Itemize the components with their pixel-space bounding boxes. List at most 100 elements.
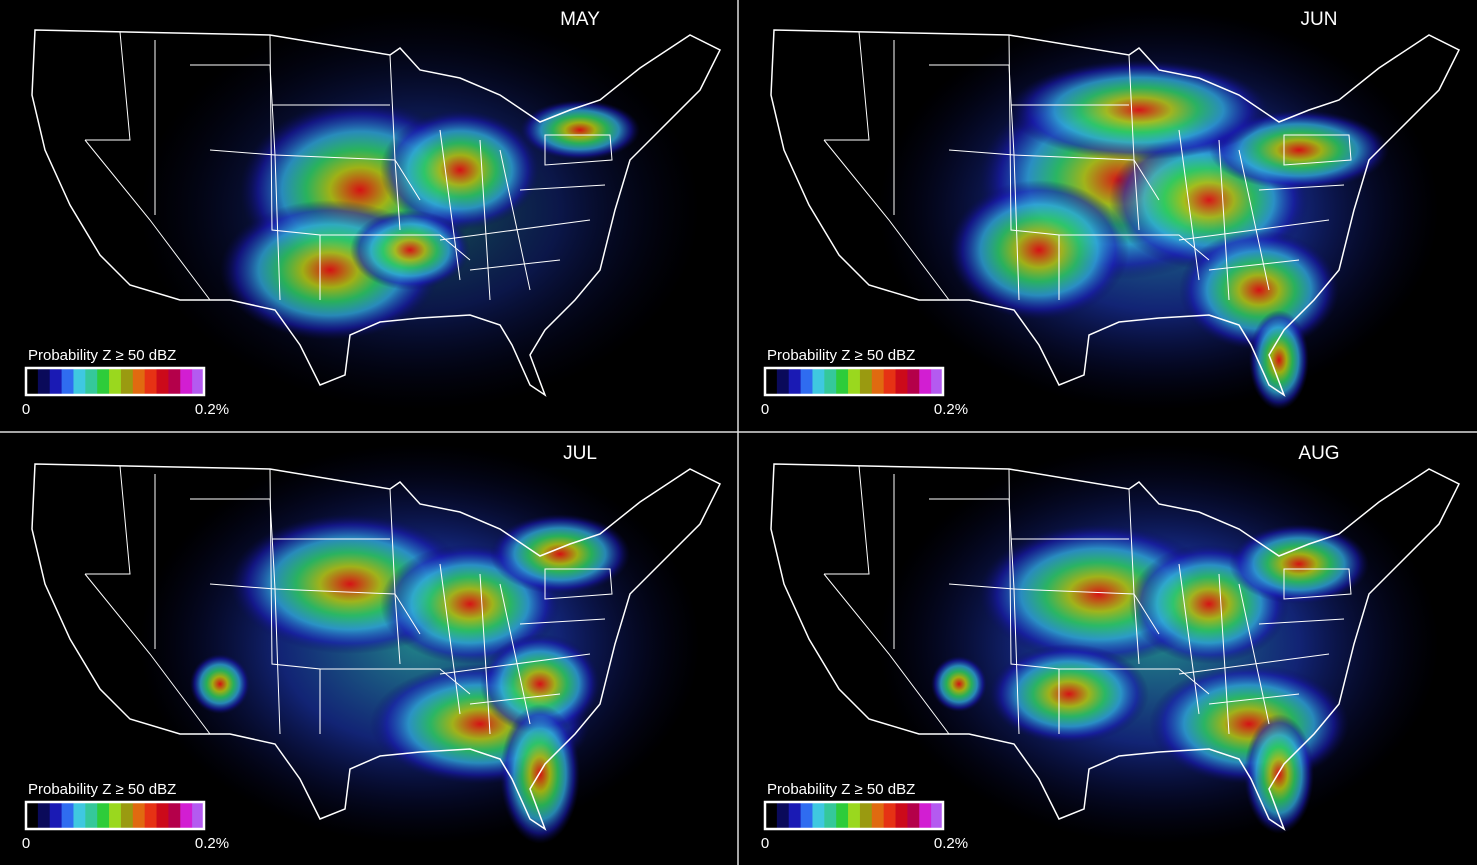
state-border [439, 129, 461, 281]
legend-swatch [883, 368, 897, 395]
legend-swatch [800, 802, 813, 829]
legend-max: 0.2% [195, 835, 229, 852]
legend-title: Probability Z ≥ 50 dBZ [767, 781, 915, 798]
map-content [770, 10, 1461, 410]
legend-swatch [765, 368, 778, 395]
state-border [824, 465, 870, 575]
legend-swatch [144, 802, 158, 829]
legend-swatch [49, 368, 63, 395]
heat-blob [520, 100, 640, 160]
state-border [1178, 219, 1330, 241]
legend-swatch [800, 368, 813, 395]
legend-min: 0 [761, 835, 769, 852]
state-border [1208, 693, 1300, 705]
legend-swatch [61, 802, 74, 829]
state-border [1008, 34, 1060, 300]
legend-swatch [824, 368, 837, 395]
legend-title: Probability Z ≥ 50 dBZ [28, 347, 176, 364]
state-border [1258, 618, 1345, 625]
state-border [544, 134, 613, 166]
legend-swatch [37, 802, 51, 829]
state-border [1178, 653, 1330, 675]
legend-swatch [132, 368, 146, 395]
legend-swatch [871, 802, 885, 829]
heat-blob [500, 704, 580, 844]
state-border [519, 618, 606, 625]
heat-blob [931, 656, 987, 712]
state-border [823, 139, 950, 301]
legend-swatch [812, 802, 825, 829]
legend-min: 0 [22, 835, 30, 852]
state-border [389, 54, 401, 231]
legend-swatch [859, 368, 873, 395]
map-panel: JUN Probability Z ≥ 50 dBZ 0 0.2% [761, 9, 1461, 418]
legend-swatch [895, 368, 908, 395]
state-border [1059, 668, 1210, 695]
legend-swatch [776, 368, 790, 395]
state-border [1218, 139, 1230, 301]
legend-swatch [788, 802, 802, 829]
state-border [84, 573, 211, 735]
legend-swatch [776, 802, 790, 829]
heat-blob [1249, 310, 1309, 410]
state-border [320, 234, 471, 261]
heat-blob [480, 634, 600, 734]
legend-swatch [73, 368, 86, 395]
panel-title: AUG [1298, 443, 1339, 464]
state-border [1128, 54, 1140, 231]
legend-frame [24, 366, 206, 397]
state-border [1238, 149, 1270, 291]
legend-swatch [788, 368, 802, 395]
state-border [1283, 568, 1352, 600]
legend-swatch [49, 802, 63, 829]
heat-blob [190, 654, 250, 714]
legend-swatch [919, 802, 932, 829]
legend-swatch [765, 802, 778, 829]
legend-swatch [848, 802, 861, 829]
legend-frame [763, 366, 945, 397]
legend-swatch [168, 802, 181, 829]
state-border [1178, 563, 1200, 715]
legend-title: Probability Z ≥ 50 dBZ [28, 781, 176, 798]
state-border [439, 653, 591, 675]
state-border [1059, 234, 1210, 261]
us-outline [31, 463, 722, 831]
state-border [469, 259, 561, 271]
legend-frame [763, 800, 945, 831]
state-border [85, 465, 131, 575]
legend-swatch [192, 802, 205, 829]
legend-swatch [97, 368, 110, 395]
state-border [1128, 488, 1140, 665]
legend-frame [24, 800, 206, 831]
us-outline [770, 463, 1461, 831]
state-border [439, 219, 591, 241]
map-panel: AUG Probability Z ≥ 50 dBZ 0 0.2% [761, 443, 1461, 852]
legend-min: 0 [761, 401, 769, 418]
legend-max: 0.2% [195, 401, 229, 418]
state-border [320, 668, 471, 695]
state-border [499, 149, 531, 291]
legend-swatch [883, 802, 897, 829]
legend-swatch [931, 802, 944, 829]
legend-swatch [895, 802, 908, 829]
state-border [479, 573, 491, 735]
legend-swatch [109, 368, 122, 395]
state-border [1258, 184, 1345, 191]
legend-swatch [97, 802, 110, 829]
state-border [469, 693, 561, 705]
heat-blob [989, 644, 1149, 744]
panel-title: MAY [560, 9, 600, 30]
state-border [85, 31, 131, 141]
heat-blob [949, 180, 1129, 320]
legend-swatch [61, 368, 74, 395]
state-border [519, 184, 606, 191]
legend-swatch [192, 368, 205, 395]
legend-title: Probability Z ≥ 50 dBZ [767, 347, 915, 364]
legend-swatch [26, 368, 39, 395]
heat-blob [1009, 60, 1269, 160]
panel-title: JUL [563, 443, 597, 464]
legend-swatch [37, 368, 51, 395]
state-border [1178, 129, 1200, 281]
legend-swatch [168, 368, 181, 395]
